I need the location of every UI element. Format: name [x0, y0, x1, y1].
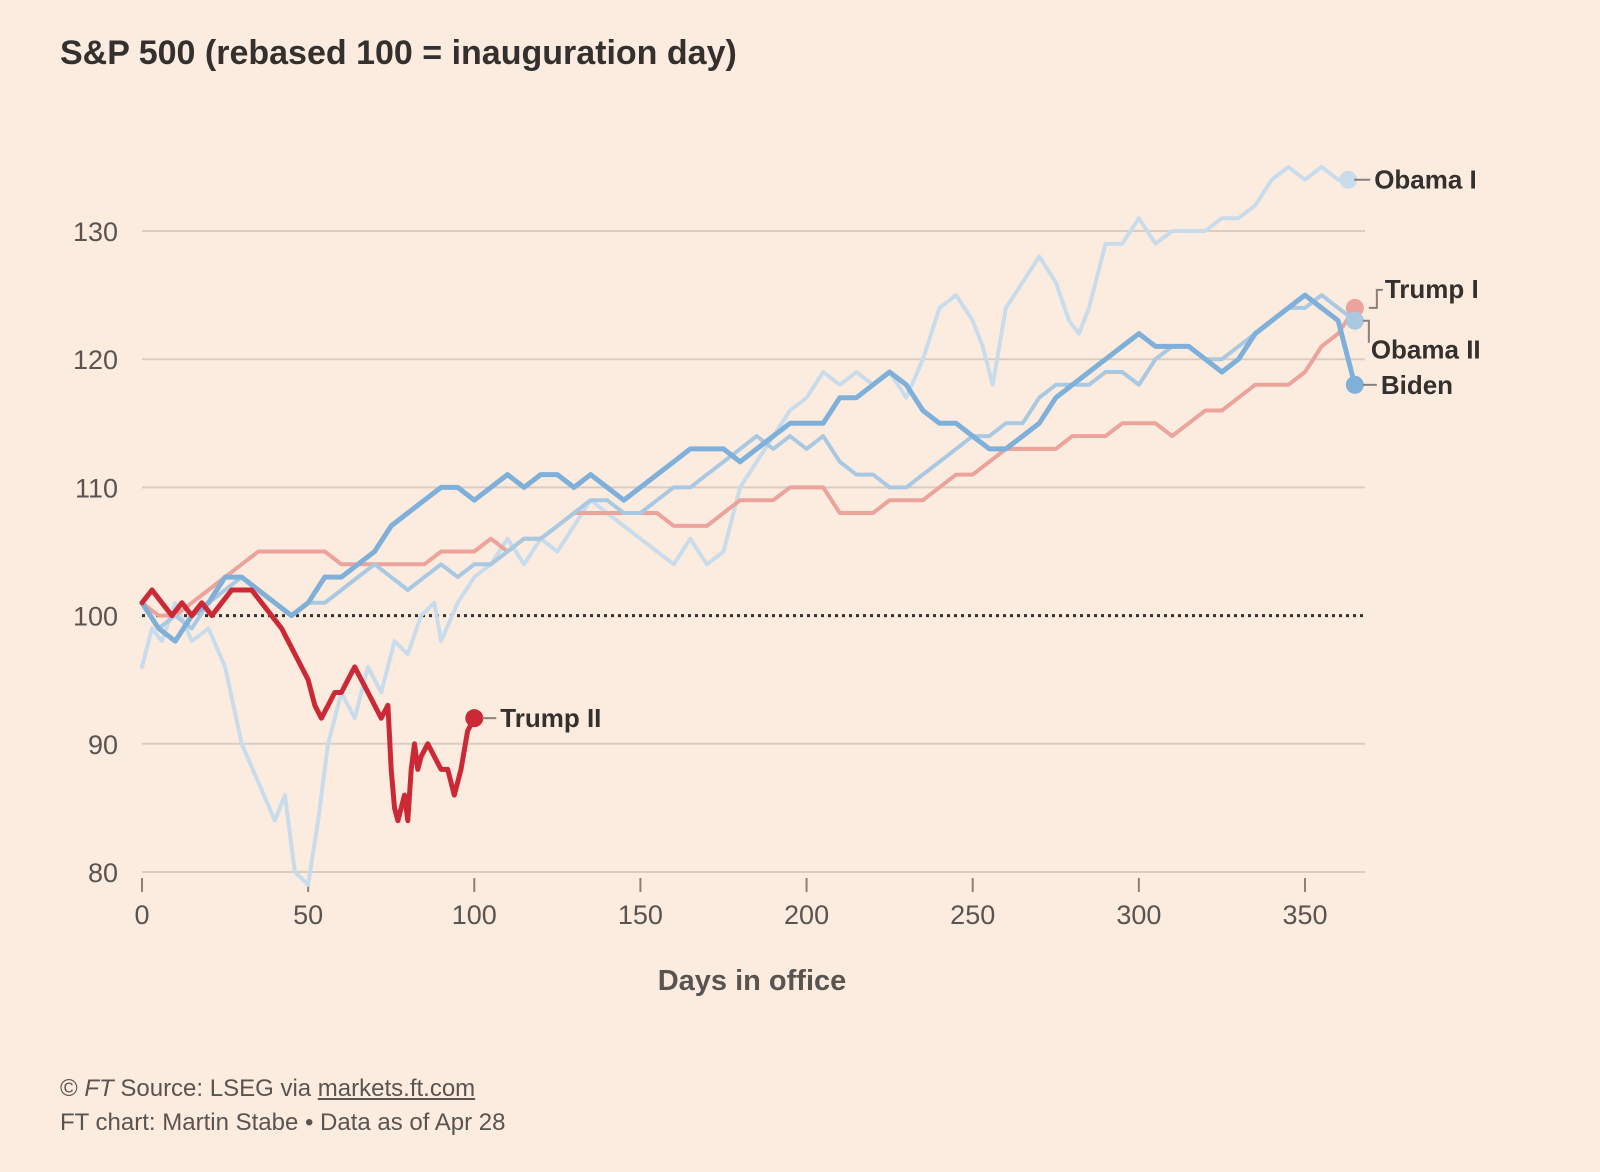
label-obama-ii: Obama II [1371, 335, 1481, 365]
chart-footer: © FT Source: LSEG via markets.ft.com FT … [60, 1072, 506, 1140]
x-tick-label-200: 200 [784, 900, 829, 930]
series-line-trump-ii [139, 587, 477, 824]
y-tick-label-130: 130 [73, 217, 118, 247]
label-biden: Biden [1381, 370, 1453, 400]
x-axis: 0 50 100 150 200 250 300 350 [134, 878, 1328, 930]
source-text: Source: LSEG via [120, 1075, 312, 1102]
label-leader-trump-i [1368, 288, 1383, 309]
y-axis: 80 90 100 110 120 130 [73, 217, 118, 888]
y-tick-label-100: 100 [73, 602, 118, 632]
x-tick-label-100: 100 [452, 900, 497, 930]
ft-mark: FT [84, 1075, 114, 1102]
x-tick-label-350: 350 [1282, 900, 1327, 930]
series-line-obama-i [140, 164, 1351, 887]
x-tick-label-250: 250 [950, 900, 995, 930]
y-tick-label-120: 120 [73, 345, 118, 375]
gridlines [142, 230, 1365, 873]
source-link[interactable]: markets.ft.com [317, 1075, 476, 1102]
x-tick-label-150: 150 [618, 900, 663, 930]
y-tick-label-90: 90 [88, 730, 118, 760]
series-endpoint-obama-ii [1345, 311, 1364, 330]
series-endpoint-obama-i [1339, 170, 1358, 189]
label-leader-obama-ii [1362, 319, 1370, 343]
line-chart: 0 50 100 150 200 250 300 350 80 90 100 110 120 130 O… [73, 164, 1481, 997]
x-tick-label-0: 0 [134, 900, 149, 930]
label-trump-i: Trump I [1385, 274, 1479, 304]
x-axis-title: Days in office [658, 965, 847, 997]
series-endpoint-trump-i [1345, 298, 1364, 317]
chart-title: S&P 500 (rebased 100 = inauguration day) [60, 34, 737, 72]
source-line: © FT Source: LSEG via markets.ft.com [60, 1072, 506, 1106]
series-line-obama-ii [140, 293, 1357, 631]
series-lines [139, 164, 1364, 887]
series-line-biden [139, 292, 1358, 644]
series-endpoint-trump-ii [465, 709, 484, 728]
copyright-symbol: © [60, 1075, 78, 1102]
credit-line: FT chart: Martin Stabe • Data as of Apr … [60, 1109, 506, 1136]
series-line-trump-i [140, 305, 1357, 618]
y-tick-label-110: 110 [75, 473, 118, 503]
label-trump-ii: Trump II [500, 703, 601, 733]
x-tick-label-50: 50 [293, 900, 323, 930]
y-tick-label-80: 80 [88, 858, 118, 888]
series-endpoint-biden [1345, 375, 1364, 394]
series-labels: Obama I Trump I Obama II Biden Trump II [482, 165, 1481, 733]
label-obama-i: Obama I [1374, 165, 1477, 195]
x-tick-label-300: 300 [1116, 900, 1161, 930]
